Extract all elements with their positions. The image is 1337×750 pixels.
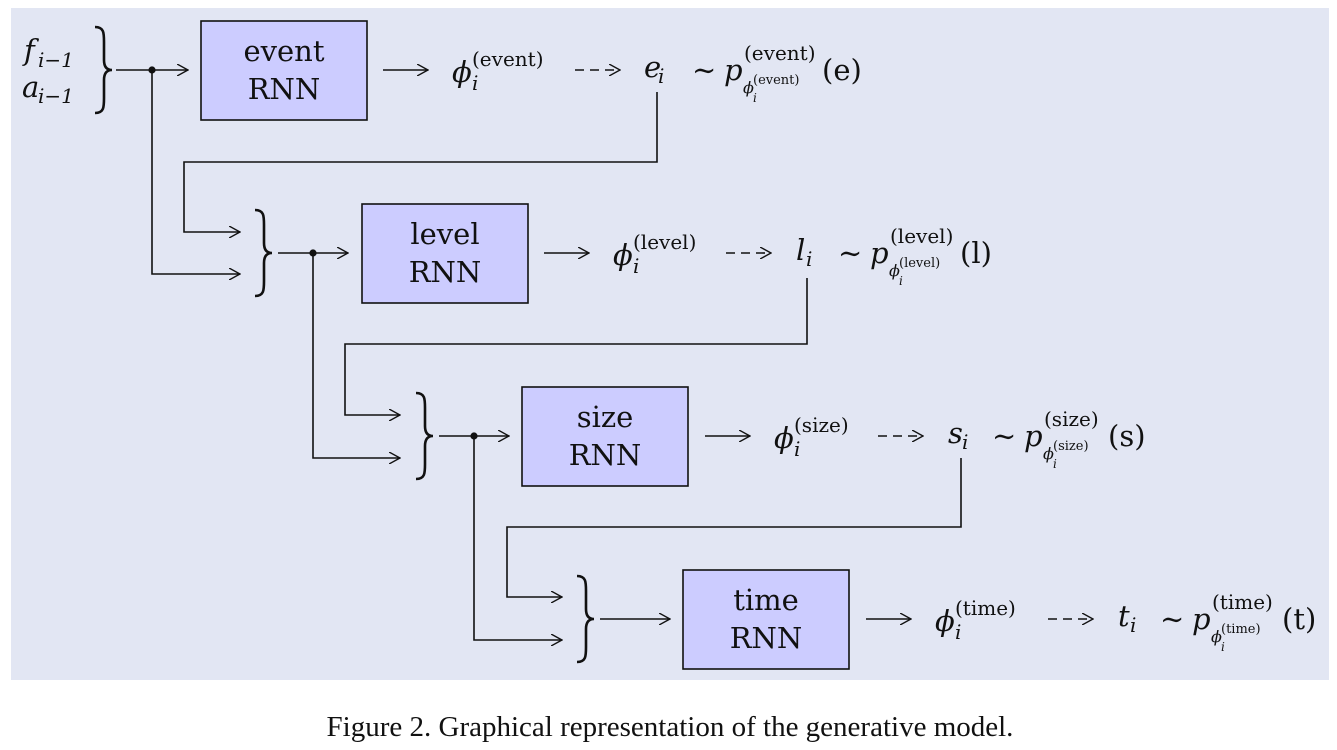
phi-time: ϕ (time) i [935, 596, 1016, 644]
svg-text:RNN: RNN [409, 255, 482, 289]
svg-text:event: event [243, 34, 324, 68]
svg-text:RNN: RNN [569, 438, 642, 472]
svg-text:i: i [753, 91, 757, 105]
svg-text:(event): (event) [472, 47, 544, 71]
svg-text:ϕ: ϕ [889, 261, 900, 280]
svg-text:ϕ: ϕ [935, 604, 955, 638]
size-rnn-box: size RNN [521, 386, 689, 487]
svg-text:(size): (size) [1053, 439, 1089, 454]
svg-text:RNN: RNN [248, 72, 321, 106]
svg-text:∼: ∼ [992, 419, 1016, 453]
svg-text:(time): (time) [955, 596, 1016, 620]
svg-text:(t): (t) [1282, 602, 1316, 636]
phi-size: ϕ (size) i [774, 413, 849, 461]
svg-text:ϕ: ϕ [613, 238, 633, 272]
svg-text:(event): (event) [744, 41, 816, 65]
connector-skip-to-size [312, 253, 400, 458]
sample-t: t i [1118, 599, 1136, 637]
connector-size-sample-to-time [506, 458, 962, 597]
svg-text:p: p [870, 236, 889, 270]
svg-text:l: l [796, 233, 805, 267]
svg-text:(l): (l) [960, 236, 992, 270]
svg-text:i−1: i−1 [38, 48, 74, 72]
svg-text:i: i [1130, 613, 1136, 637]
svg-text:(size): (size) [1044, 407, 1099, 431]
svg-text:t: t [1118, 599, 1130, 633]
phi-level: ϕ (level) i [613, 230, 696, 278]
svg-text:p: p [1024, 419, 1043, 453]
svg-text:i: i [794, 437, 800, 461]
svg-text:(time): (time) [1212, 590, 1273, 614]
dist-time: ∼ p (time) ϕ (time) i (t) [1160, 590, 1316, 654]
level-rnn-box: level RNN [361, 203, 529, 304]
svg-text:(event): (event) [753, 73, 799, 88]
sample-e: e i [644, 50, 664, 88]
svg-text:i: i [472, 71, 478, 95]
dist-event: ∼ p (event) ϕ (event) i (e) [692, 41, 862, 105]
time-rnn-box: time RNN [682, 569, 850, 670]
connector-level-sample-to-size [344, 278, 808, 415]
svg-text:(e): (e) [822, 53, 862, 87]
svg-text:size: size [577, 400, 634, 434]
svg-text:level: level [410, 217, 479, 251]
svg-text:∼: ∼ [692, 53, 716, 87]
svg-text:a: a [22, 70, 39, 104]
svg-text:RNN: RNN [730, 621, 803, 655]
svg-text:e: e [644, 50, 661, 84]
connector-skip-to-level [151, 70, 240, 274]
brace-level [254, 208, 273, 298]
svg-text:i−1: i−1 [38, 84, 74, 108]
brace-size [415, 391, 434, 481]
svg-text:i: i [962, 430, 968, 454]
connector-skip-to-time [473, 436, 562, 640]
svg-text:i: i [1221, 640, 1225, 654]
brace-input [94, 25, 113, 115]
svg-text:(level): (level) [890, 224, 953, 248]
dist-level: ∼ p (level) ϕ (level) i (l) [838, 224, 992, 288]
brace-time [576, 574, 595, 664]
sample-s: s i [948, 416, 968, 454]
svg-text:i: i [1053, 457, 1057, 471]
svg-text:(level): (level) [633, 230, 696, 254]
svg-text:ϕ: ϕ [1211, 627, 1222, 646]
svg-text:i: i [658, 64, 664, 88]
dist-size: ∼ p (size) ϕ (size) i (s) [992, 407, 1146, 471]
svg-text:s: s [948, 416, 963, 450]
svg-text:i: i [633, 254, 639, 278]
svg-text:p: p [1192, 602, 1211, 636]
svg-text:(time): (time) [1221, 622, 1261, 637]
svg-text:i: i [806, 247, 812, 271]
svg-text:ϕ: ϕ [774, 421, 794, 455]
phi-event: ϕ (event) i [452, 47, 544, 95]
connector-event-sample-to-level [183, 92, 658, 232]
svg-text:ϕ: ϕ [452, 55, 472, 89]
svg-text:(s): (s) [1108, 419, 1146, 453]
svg-text:time: time [733, 583, 799, 617]
figure-caption: Figure 2. Graphical representation of th… [327, 711, 1014, 743]
svg-text:i: i [899, 274, 903, 288]
input-a: a i−1 [22, 70, 74, 108]
svg-text:ϕ: ϕ [743, 78, 754, 97]
svg-text:ϕ: ϕ [1043, 444, 1054, 463]
svg-text:i: i [955, 620, 961, 644]
svg-text:p: p [724, 53, 743, 87]
event-rnn-box: event RNN [200, 20, 368, 121]
svg-text:∼: ∼ [838, 236, 862, 270]
svg-text:(size): (size) [794, 413, 849, 437]
svg-text:(level): (level) [899, 256, 940, 271]
svg-text:∼: ∼ [1160, 602, 1184, 636]
sample-l: l i [796, 233, 812, 271]
